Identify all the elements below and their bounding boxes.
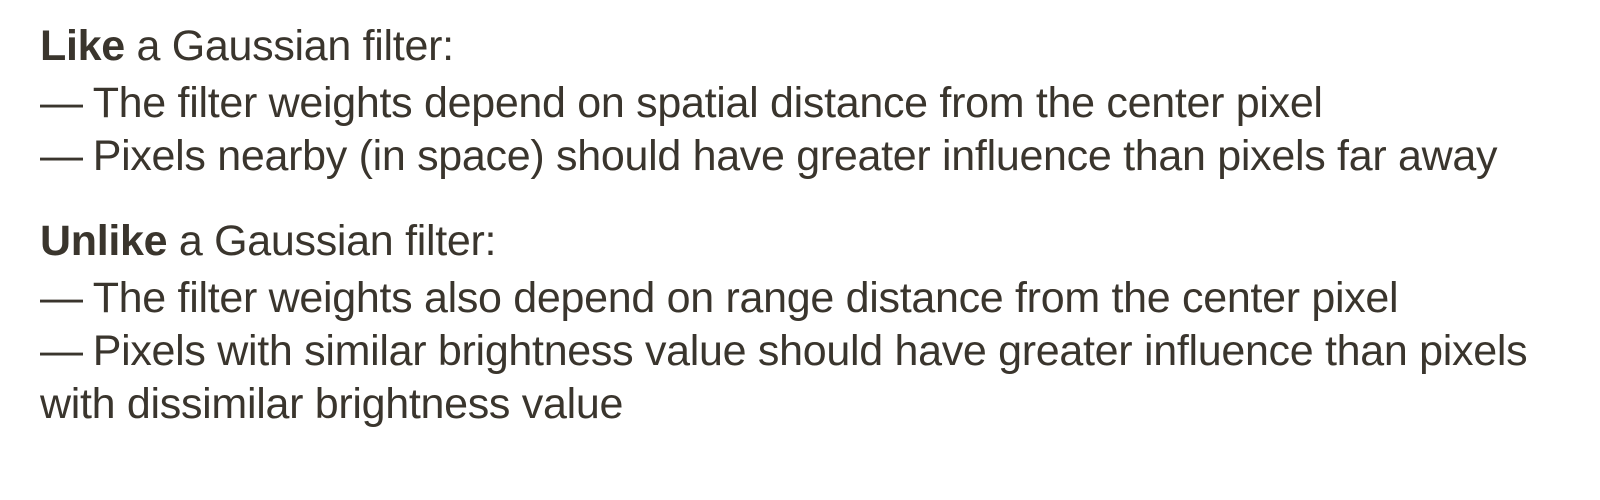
bullet-text: The filter weights depend on spatial dis… <box>92 79 1323 127</box>
bullet-text: Pixels nearby (in space) should have gre… <box>92 132 1498 180</box>
bullet-text: The filter weights also depend on range … <box>92 274 1399 322</box>
like-bullet-nearby-pixels: — Pixels nearby (in space) should have gr… <box>40 130 1580 183</box>
slide-content: Like a Gaussian filter: — The filter weig… <box>40 18 1580 431</box>
unlike-heading: Unlike a Gaussian filter: <box>40 213 1580 269</box>
unlike-bullet-range-weights: — The filter weights also depend on range… <box>40 272 1580 325</box>
unlike-bullet-list: — The filter weights also depend on range… <box>40 272 1580 431</box>
bullet-text: Pixels with similar brightness value sho… <box>40 327 1528 428</box>
unlike-bullet-similar-brightness: — Pixels with similar brightness value sh… <box>40 325 1580 431</box>
bullet-dash: — <box>40 132 83 180</box>
unlike-heading-rest: a Gaussian filter: <box>167 217 497 265</box>
like-heading: Like a Gaussian filter: <box>40 18 1580 74</box>
like-heading-bold: Like <box>40 22 125 70</box>
unlike-section: Unlike a Gaussian filter: — The filter we… <box>40 213 1580 431</box>
bullet-dash: — <box>40 79 83 127</box>
like-bullet-spatial-weights: — The filter weights depend on spatial di… <box>40 77 1580 130</box>
like-heading-rest: a Gaussian filter: <box>124 22 454 70</box>
like-section: Like a Gaussian filter: — The filter weig… <box>40 18 1580 183</box>
unlike-heading-bold: Unlike <box>40 217 168 265</box>
bullet-dash: — <box>40 274 83 322</box>
bullet-dash: — <box>40 327 83 375</box>
like-bullet-list: — The filter weights depend on spatial di… <box>40 77 1580 183</box>
